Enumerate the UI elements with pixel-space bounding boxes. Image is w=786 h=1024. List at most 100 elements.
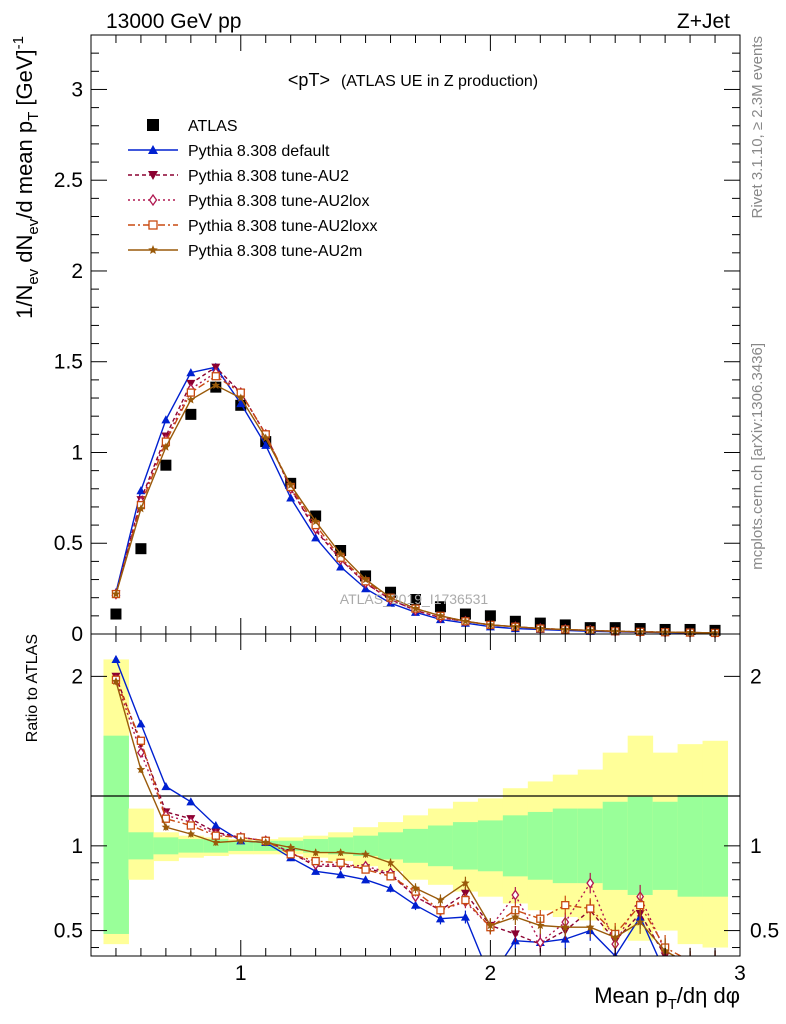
- ratio-point-pythia-8-308-tune-au2m: [711, 960, 720, 968]
- band-inner: [652, 801, 679, 890]
- x-tick-label: 1: [235, 962, 247, 985]
- band-inner: [153, 837, 179, 855]
- ratio-point-pythia-8-308-tune-au2m: [286, 843, 295, 852]
- ratio-point-pythia-8-308-tune-au2loxx: [561, 901, 570, 910]
- plot-title: <pT> (ATLAS UE in Z production): [288, 70, 538, 90]
- ratio-point-pythia-8-308-tune-au2m: [586, 922, 595, 931]
- legend-item-pythia-8-308-tune-au2lox: Pythia 8.308 tune-AU2lox: [128, 193, 369, 210]
- ratio-point-pythia-8-308-default: [136, 719, 146, 728]
- point-pythia-8-308-tune-au2m: [311, 517, 320, 526]
- ratio-point-pythia-8-308-default: [411, 900, 420, 909]
- point-pythia-8-308-tune-au2m: [411, 604, 420, 613]
- main-ticks: 0 0.5 1 1.5 2 2.5 3: [54, 34, 740, 646]
- ratio-point-pythia-8-308-tune-au2loxx: [687, 958, 694, 965]
- y-tick-label: 2.5: [54, 169, 83, 192]
- ratio-point-pythia-8-308-tune-au2loxx: [461, 895, 470, 905]
- ratio-point-pythia-8-308-tune-au2m: [486, 921, 495, 930]
- ratio-point-pythia-8-308-tune-au2m: [111, 677, 121, 686]
- ratio-point-pythia-8-308-tune-au2loxx: [336, 858, 345, 867]
- x-tick-label: 2: [485, 962, 497, 985]
- point-atlas: [410, 594, 421, 606]
- point-pythia-8-308-tune-au2m: [211, 380, 221, 389]
- band-inner: [477, 820, 504, 872]
- band-inner: [128, 832, 154, 860]
- band-inner: [627, 796, 654, 895]
- ratio-point-pythia-8-308-tune-au2m: [336, 848, 345, 857]
- point-pythia-8-308-tune-au2m: [261, 433, 270, 442]
- ratio-point-pythia-8-308-default: [661, 968, 670, 976]
- ratio-y-tick-label-right: 2: [750, 665, 762, 688]
- ratio-point-pythia-8-308-tune-au2m: [161, 822, 171, 831]
- watermark: ATLAS_2019_I1736531: [340, 591, 489, 607]
- band-inner: [328, 837, 354, 855]
- ratio-point-pythia-8-308-tune-au2m: [461, 878, 470, 887]
- ratio-point-pythia-8-308-tune-au2m: [386, 858, 395, 867]
- ratio-point-pythia-8-308-tune-au2m: [536, 921, 545, 930]
- legend-marker: [148, 220, 158, 230]
- legend-marker: [148, 171, 158, 180]
- point-pythia-8-308-default: [311, 533, 321, 542]
- band-inner: [577, 808, 604, 884]
- y-tick-label: 2: [71, 260, 83, 283]
- x-tick-label: 3: [734, 962, 746, 985]
- point-pythia-8-308-tune-au2m: [161, 442, 171, 451]
- mcplots-label: mcplots.cern.ch [arXiv:1306.3436]: [749, 343, 766, 570]
- ratio-point-pythia-8-308-default: [435, 914, 445, 923]
- point-atlas: [185, 408, 197, 420]
- ratio-point-pythia-8-308-tune-au2lox: [536, 936, 545, 949]
- ratio-point-pythia-8-308-tune-au2loxx: [436, 906, 445, 915]
- band-inner: [178, 839, 204, 853]
- ratio-y-tick-label-right: 1: [750, 835, 762, 858]
- ratio-point-pythia-8-308-tune-au2m: [511, 912, 520, 921]
- point-pythia-8-308-tune-au2m: [336, 549, 345, 558]
- point-atlas: [484, 610, 496, 622]
- band-inner: [452, 822, 479, 870]
- ratio-point-pythia-8-308-tune-au2loxx: [186, 821, 195, 830]
- point-pythia-8-308-default: [161, 415, 171, 424]
- ratio-point-pythia-8-308-tune-au2m: [236, 836, 245, 845]
- ratio-point-pythia-8-308-tune-au2m: [436, 895, 445, 904]
- ratio-point-pythia-8-308-tune-au2lox: [712, 960, 718, 969]
- ratio-y-tick-label: 2: [71, 665, 83, 688]
- point-pythia-8-308-tune-au2m: [386, 593, 395, 602]
- ratio-point-pythia-8-308-tune-au2m: [136, 765, 146, 774]
- band-inner: [602, 801, 629, 890]
- band-inner: [427, 825, 454, 867]
- ratio-point-pythia-8-308-tune-au2loxx: [386, 872, 395, 881]
- point-pythia-8-308-tune-au2m: [136, 504, 146, 513]
- ratio-point-pythia-8-308-tune-au2lox: [511, 889, 520, 901]
- rivet-label: Rivet 3.1.10, ≥ 2.3M events: [749, 36, 766, 219]
- point-pythia-8-308-tune-au2m: [436, 611, 445, 620]
- legend-label: Pythia 8.308 tune-AU2m: [188, 243, 362, 260]
- ratio-ticks: 0.5 0.5 1 1 2 2 1 2 3: [54, 634, 779, 985]
- point-atlas: [135, 543, 147, 555]
- y-tick-label: 0: [71, 623, 83, 646]
- band-inner: [228, 840, 254, 851]
- ratio-point-pythia-8-308-tune-au2m: [686, 960, 695, 968]
- ratio-point-pythia-8-308-default: [386, 883, 396, 892]
- legend: ATLAS Pythia 8.308 default Pythia 8.308 tu…: [128, 118, 377, 260]
- ratio-point-pythia-8-308-default: [211, 821, 221, 830]
- y-tick-label: 0.5: [54, 532, 83, 555]
- point-pythia-8-308-default: [336, 562, 346, 571]
- ratio-y-tick-label-right: 0.5: [750, 920, 779, 943]
- point-atlas: [160, 459, 172, 471]
- point-pythia-8-308-tune-au2m: [236, 393, 245, 402]
- ratio-bands: [103, 659, 729, 948]
- legend-label: ATLAS: [188, 118, 238, 135]
- band-inner: [527, 811, 554, 880]
- point-pythia-8-308-tune-au2loxx: [211, 372, 220, 381]
- legend-label: Pythia 8.308 tune-AU2: [188, 168, 349, 185]
- legend-item-pythia-8-308-tune-au2: Pythia 8.308 tune-AU2: [128, 168, 349, 185]
- legend-marker: [148, 145, 158, 154]
- ratio-point-pythia-8-308-tune-au2m: [635, 917, 645, 926]
- ratio-point-pythia-8-308-tune-au2loxx: [136, 736, 146, 745]
- ratio-point-pythia-8-308-tune-au2: [711, 961, 720, 969]
- point-pythia-8-308-tune-au2m: [186, 395, 196, 404]
- band-inner: [353, 835, 379, 857]
- ratio-point-pythia-8-308-tune-au2m: [211, 838, 221, 847]
- legend-item-atlas: ATLAS: [147, 118, 238, 135]
- band-inner: [403, 828, 429, 863]
- ratio-point-pythia-8-308-tune-au2: [686, 961, 695, 969]
- ratio-series-pythia-8-308-tune-au2m: [111, 677, 720, 968]
